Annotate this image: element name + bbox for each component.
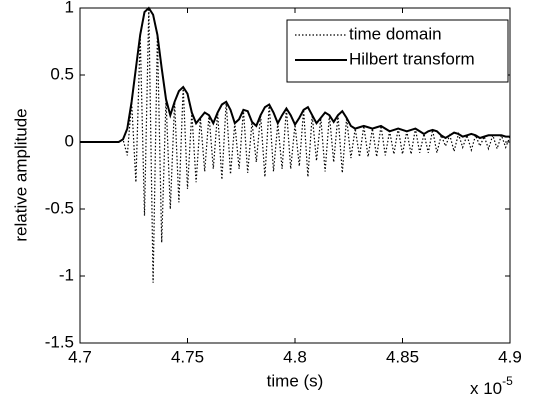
x-axis-label: time (s) bbox=[267, 371, 324, 390]
legend-label: time domain bbox=[349, 24, 442, 43]
y-tick-label: -1.5 bbox=[45, 332, 74, 351]
x-tick-label: 4.9 bbox=[498, 347, 522, 366]
series-line bbox=[80, 6, 510, 143]
x-multiplier-base: x 10 bbox=[470, 379, 502, 398]
y-tick-label: -1 bbox=[59, 265, 74, 284]
x-multiplier-exponent: -5 bbox=[502, 374, 513, 388]
x-tick-label: 4.8 bbox=[283, 347, 307, 366]
legend-box bbox=[286, 19, 509, 83]
series-line bbox=[80, 7, 511, 283]
x-tick-label: 4.85 bbox=[386, 347, 419, 366]
y-tick-label: 0.5 bbox=[50, 64, 74, 83]
x-tick-label: 4.75 bbox=[171, 347, 204, 366]
y-tick-label: 1 bbox=[65, 0, 74, 16]
x-multiplier: x 10-5 bbox=[470, 374, 513, 398]
y-tick-label: -0.5 bbox=[45, 198, 74, 217]
legend-label: Hilbert transform bbox=[349, 49, 475, 68]
y-axis-label: relative amplitude bbox=[11, 108, 30, 241]
x-tick-label: 4.7 bbox=[68, 347, 92, 366]
y-tick-label: 0 bbox=[65, 131, 74, 150]
